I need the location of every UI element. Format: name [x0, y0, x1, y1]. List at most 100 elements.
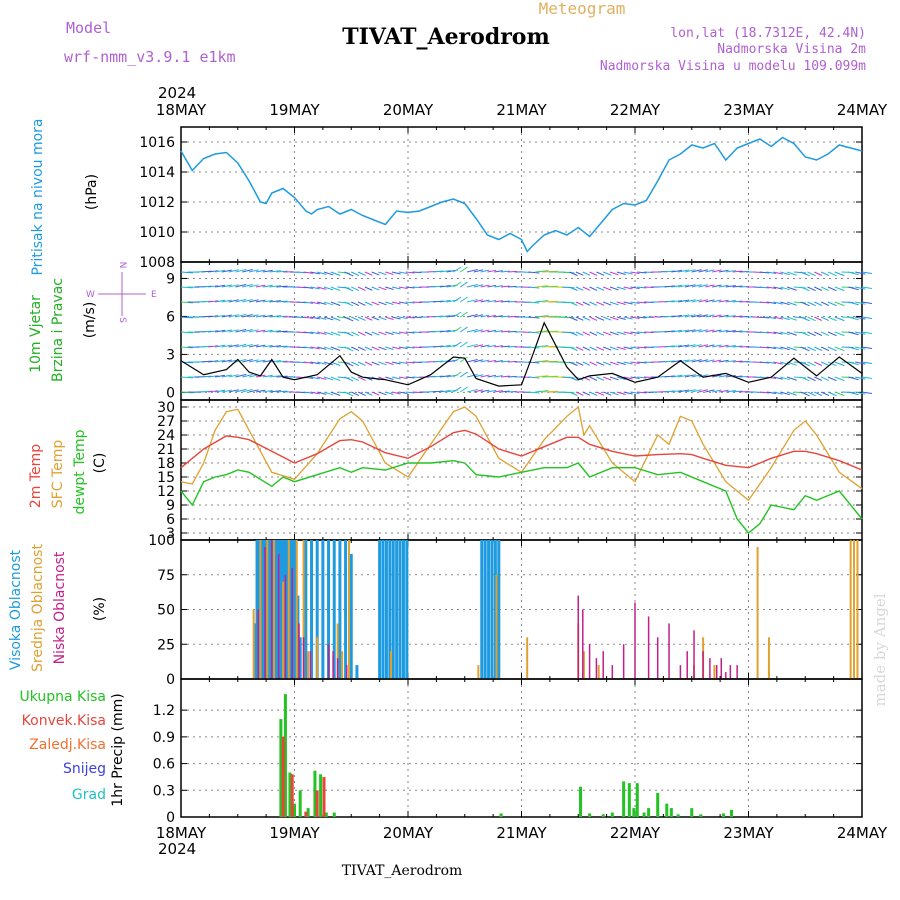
wind-arrow: [466, 313, 478, 318]
wind-arrow: [466, 298, 478, 303]
wind-arrow: [180, 301, 193, 304]
wind-arrow: [820, 301, 830, 307]
wind-arrow: [494, 315, 503, 318]
wind-arrow: [398, 391, 408, 395]
wind-arrow: [214, 359, 226, 363]
wind-arrow: [841, 286, 854, 289]
wind-arrow: [691, 314, 702, 318]
wind-arrow: [221, 284, 232, 288]
wind-arrow: [630, 316, 640, 319]
y-tick-label: 30: [157, 400, 175, 416]
wind-arrow: [861, 286, 873, 290]
wind-arrow: [330, 391, 341, 396]
wind-arrow: [501, 270, 510, 273]
wind-arrow: [405, 286, 415, 289]
cloud-bar: [266, 540, 269, 679]
wind-arrow: [466, 358, 478, 363]
wind-arrow: [678, 269, 690, 273]
wind-arrow: [705, 269, 715, 273]
wind-arrow: [691, 284, 702, 288]
cloud-bar: [634, 602, 636, 679]
wind-arrow: [630, 376, 640, 379]
cloud-bar: [344, 540, 348, 679]
wind-arrow: [459, 281, 468, 288]
wind-arrow: [228, 269, 239, 273]
wind-arrow: [501, 315, 510, 318]
wind-arrow: [214, 299, 226, 303]
wind-arrow: [684, 389, 696, 393]
y-tick-label: 1010: [139, 225, 175, 241]
y-tick-label: 0: [166, 385, 175, 401]
wind-arrow: [827, 346, 837, 352]
wind-arrow: [385, 316, 394, 320]
wind-arrow: [603, 376, 612, 381]
y-tick-label: 18: [157, 456, 175, 472]
wind-arrow: [480, 359, 490, 363]
wind-arrow: [609, 286, 619, 291]
wind-ylabel-2: Brzina i Pravac: [50, 278, 66, 382]
wind-arrow: [439, 299, 451, 303]
wind-arrow: [718, 344, 729, 348]
wind-arrow: [684, 374, 696, 378]
wind-arrow: [568, 286, 578, 291]
wind-arrow: [848, 331, 859, 336]
wind-arrow: [786, 316, 797, 321]
wind-arrow: [630, 391, 640, 394]
precip-bar: [627, 783, 631, 817]
wind-arrow: [262, 329, 273, 333]
wind-arrow: [501, 330, 510, 333]
wind-arrow: [820, 376, 830, 382]
wind-arrow: [664, 390, 675, 393]
wind-arrow: [269, 375, 281, 378]
wind-arrow: [276, 330, 288, 333]
wind-arrow: [562, 376, 575, 379]
wind-arrow: [827, 286, 837, 292]
wind-arrow: [732, 330, 743, 333]
wind-arrow: [344, 331, 354, 337]
wind-arrow: [712, 299, 722, 303]
wind-arrow: [242, 299, 253, 303]
wind-arrow: [664, 285, 675, 288]
wind-arrow: [459, 386, 468, 393]
precip-bar: [669, 808, 673, 817]
cloud-bar: [316, 637, 319, 679]
wind-arrow: [221, 269, 232, 273]
wind-arrow: [501, 360, 510, 363]
wind-arrow: [269, 300, 281, 303]
cloud-bar: [725, 672, 727, 679]
wind-arrow: [568, 301, 578, 306]
wind-arrow: [705, 344, 715, 348]
wind-arrow: [323, 331, 334, 336]
cloud-bar: [577, 595, 579, 679]
wind-arrow: [398, 376, 408, 380]
wind-arrow: [528, 391, 540, 394]
wind-arrow: [759, 271, 770, 274]
wind-arrow: [780, 361, 790, 366]
top-date-label: 24MAY: [837, 101, 888, 119]
wind-arrow: [562, 301, 575, 304]
cloud-bar: [327, 644, 330, 679]
wind-arrow: [616, 331, 626, 336]
bottom-date-label: 20MAY: [383, 824, 434, 842]
precip-bar: [288, 772, 292, 817]
cloud-bar: [269, 540, 273, 679]
wind-arrow: [800, 376, 810, 382]
wind-arrow: [861, 361, 873, 365]
wind-arrow: [487, 314, 497, 318]
wind-arrow: [705, 299, 715, 303]
wind-arrow: [494, 270, 503, 273]
wind-arrow: [773, 331, 783, 335]
cloud-bar: [526, 637, 529, 679]
wind-arrow: [712, 389, 722, 393]
wind-arrow: [494, 375, 503, 378]
wind-arrow: [786, 301, 797, 306]
wind-arrow: [535, 285, 549, 288]
wind-arrow: [759, 331, 770, 334]
wind-arrow: [228, 344, 239, 348]
legend-freezing-rain: Zaledj.Kisa: [29, 737, 106, 753]
wind-arrow: [214, 329, 226, 333]
top-date-label: 23MAY: [723, 101, 774, 119]
wind-arrow: [732, 285, 743, 288]
wind-arrow: [317, 286, 327, 290]
wind-arrow: [337, 286, 350, 289]
